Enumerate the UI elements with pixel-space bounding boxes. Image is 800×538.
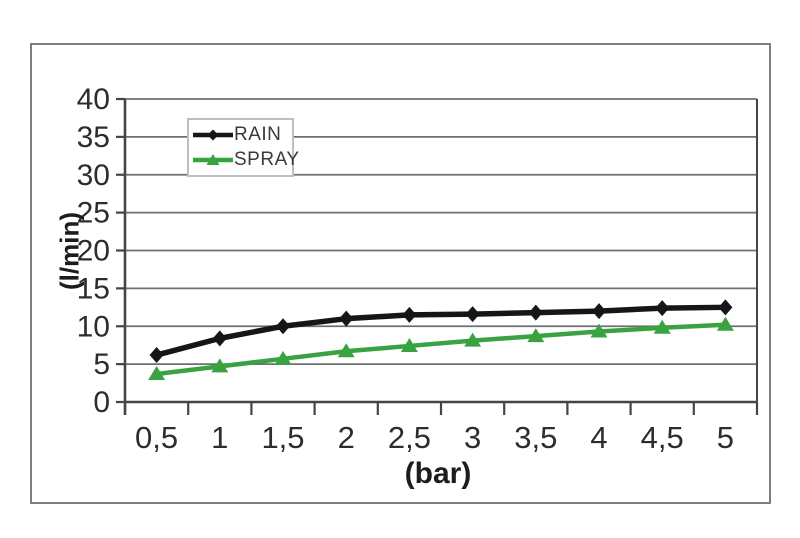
series-marker-spray bbox=[400, 337, 418, 352]
y-tick-label: 30 bbox=[77, 159, 110, 192]
x-tick-label: 5 bbox=[717, 420, 734, 455]
series-marker-rain bbox=[655, 300, 670, 317]
x-tick-label: 4,5 bbox=[641, 420, 684, 455]
series-line-spray bbox=[154, 322, 728, 377]
legend-item-rain: RAIN bbox=[192, 124, 292, 146]
y-tick-label: 25 bbox=[77, 197, 110, 230]
series-marker-rain bbox=[402, 306, 417, 323]
y-tick-label: 10 bbox=[77, 310, 110, 343]
rain-line-diamond-icon bbox=[193, 129, 233, 141]
series-marker-spray bbox=[590, 323, 608, 338]
series-marker-rain bbox=[592, 303, 606, 320]
x-tick-label: 2,5 bbox=[388, 420, 431, 455]
y-tick-label: 5 bbox=[93, 348, 110, 381]
series-marker-spray bbox=[211, 358, 229, 373]
series-marker-rain bbox=[339, 310, 354, 327]
series-marker-spray bbox=[148, 365, 166, 380]
spray-line-triangle-icon bbox=[193, 154, 233, 166]
legend-item-spray: SPRAY bbox=[192, 149, 299, 171]
x-tick-label: 1 bbox=[211, 420, 228, 455]
y-tick-label: 40 bbox=[77, 83, 110, 116]
y-tick-label: 20 bbox=[77, 235, 110, 268]
series-marker-rain bbox=[528, 304, 543, 321]
x-tick-label: 1,5 bbox=[261, 420, 304, 455]
series-marker-rain bbox=[149, 347, 164, 364]
series-marker-spray bbox=[653, 319, 671, 334]
x-axis-title: (bar) bbox=[404, 457, 472, 490]
series-marker-spray bbox=[274, 350, 292, 365]
series-marker-rain bbox=[276, 318, 290, 335]
x-tick-label: 4 bbox=[590, 420, 607, 455]
legend: RAIN SPRAY bbox=[187, 118, 299, 177]
y-axis-title: (l/min) bbox=[54, 212, 85, 290]
x-tick-label: 3,5 bbox=[514, 420, 557, 455]
series-marker-spray bbox=[527, 328, 545, 343]
series-marker-spray bbox=[464, 332, 482, 347]
legend-marker-shape bbox=[206, 154, 220, 166]
x-tick-label: 0,5 bbox=[135, 420, 178, 455]
y-tick-label: 35 bbox=[77, 121, 110, 154]
series-marker-rain bbox=[212, 330, 227, 347]
series-line-rain bbox=[153, 304, 729, 358]
series-marker-rain bbox=[718, 299, 733, 316]
x-tick-label: 3 bbox=[464, 420, 481, 455]
chart-frame bbox=[30, 43, 771, 504]
x-tick-label: 2 bbox=[338, 420, 355, 455]
series-marker-rain bbox=[465, 306, 480, 323]
legend-label-rain: RAIN bbox=[234, 123, 282, 145]
y-tick-label: 0 bbox=[93, 386, 110, 419]
series-marker-spray bbox=[337, 343, 355, 358]
legend-label-spray: SPRAY bbox=[234, 149, 300, 171]
legend-marker-shape bbox=[207, 129, 219, 141]
y-tick-label: 15 bbox=[77, 272, 110, 305]
series-marker-spray bbox=[716, 316, 734, 331]
